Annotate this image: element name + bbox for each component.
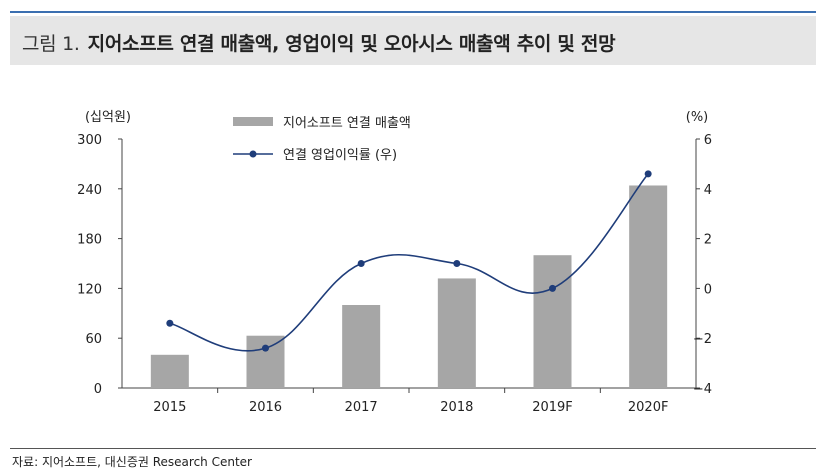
line-point <box>262 344 269 352</box>
bottom-rule <box>10 448 816 449</box>
x-tick-label: 2018 <box>440 400 473 415</box>
y-left-tick-label: 300 <box>77 133 102 148</box>
bars <box>150 185 668 388</box>
y-right-tick-label: −2 <box>693 332 712 347</box>
bar <box>437 278 476 388</box>
figure-title: 그림 1. 지어소프트 연결 매출액, 영업이익 및 오아시스 매출액 추이 및 … <box>22 29 616 56</box>
line-point <box>166 319 174 327</box>
top-rule <box>10 11 816 13</box>
bar <box>246 335 285 388</box>
line-point <box>549 284 556 292</box>
title-bar: 그림 1. 지어소프트 연결 매출액, 영업이익 및 오아시스 매출액 추이 및 … <box>10 16 816 65</box>
legend-bar-swatch <box>233 117 273 126</box>
x-tick-label: 2020F <box>628 400 669 415</box>
source-note: 자료: 지어소프트, 대신증권 Research Center <box>12 455 252 469</box>
y-left-tick-label: 120 <box>77 282 102 297</box>
y-left-tick-label: 240 <box>77 183 102 198</box>
legend-bar-label: 지어소프트 연결 매출액 <box>283 116 411 131</box>
y-right-tick-label: 4 <box>704 183 712 198</box>
legend-line-marker <box>249 150 257 158</box>
figure-title-text: 지어소프트 연결 매출액, 영업이익 및 오아시스 매출액 추이 및 전망 <box>87 33 616 55</box>
x-tick-label: 2019F <box>532 400 573 415</box>
y-left-tick-label: 180 <box>77 233 102 248</box>
figure-number: 그림 1. <box>22 33 80 55</box>
y-left-unit: (십억원) <box>85 110 131 125</box>
axes: 0 60 120 180 240 300 −4 −2 0 2 4 6 2015 2016 2017 2018 2… <box>77 133 712 415</box>
bar <box>629 185 668 388</box>
x-tick-label: 2015 <box>153 400 186 415</box>
y-right-tick-label: 6 <box>704 133 712 148</box>
y-right-tick-label: −4 <box>693 382 712 397</box>
x-tick-label: 2017 <box>345 400 378 415</box>
x-tick-label: 2016 <box>249 400 282 415</box>
y-right-unit: (%) <box>686 110 709 125</box>
bar <box>150 354 189 388</box>
y-right-tick-label: 2 <box>704 233 712 248</box>
line-point <box>644 170 652 178</box>
y-right-tick-label: 0 <box>704 282 712 297</box>
line-point <box>357 260 365 267</box>
legend-line-label: 연결 영업이익률 (우) <box>283 148 397 163</box>
chart: (십억원) (%) 0 60 120 180 240 300 −4 −2 0 2 4 6 2015 201… <box>77 110 712 415</box>
line-series <box>166 170 652 352</box>
line-path <box>169 173 649 352</box>
y-left-tick-label: 0 <box>94 382 102 397</box>
line-point <box>453 260 461 267</box>
y-left-tick-label: 60 <box>85 332 102 347</box>
bar <box>342 305 381 388</box>
bar <box>533 255 572 388</box>
